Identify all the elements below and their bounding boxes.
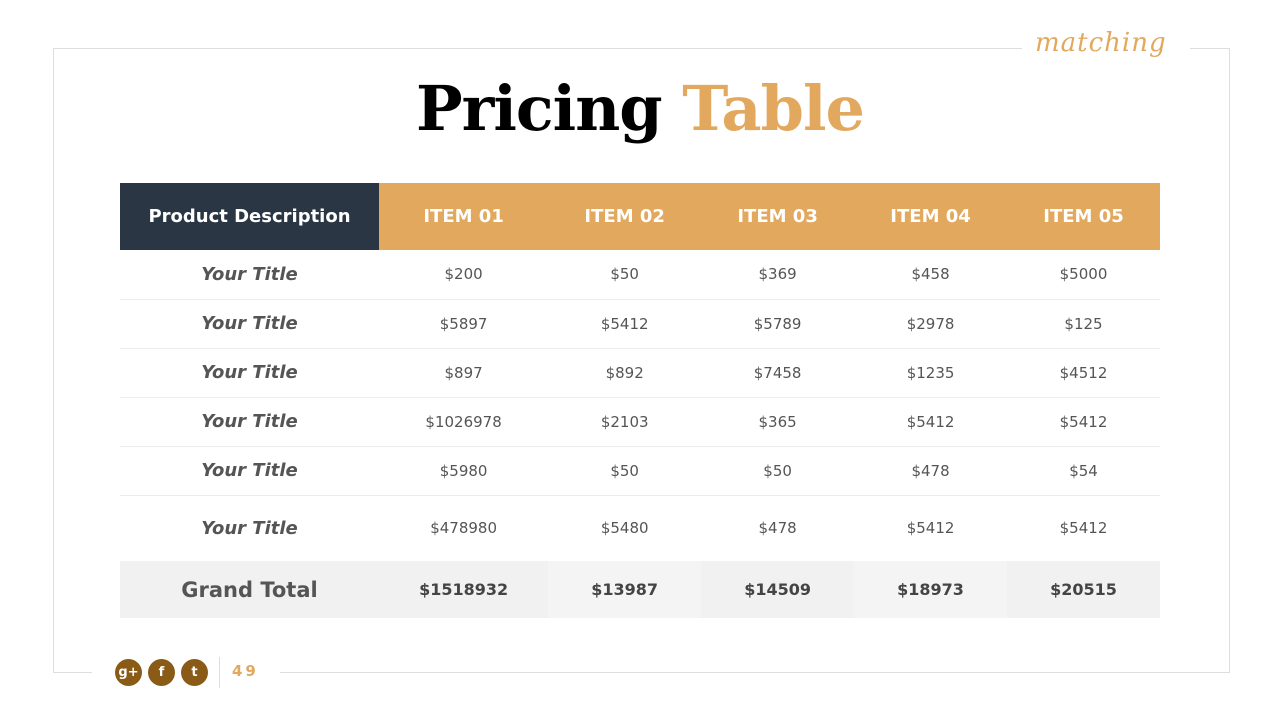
column-header-item: ITEM 05 xyxy=(1007,183,1160,250)
price-cell: $478 xyxy=(854,446,1008,496)
table-row: Your Title $1026978 $2103 $365 $5412 $5412 xyxy=(120,397,1160,447)
price-cell: $50 xyxy=(548,446,702,496)
price-cell: $5412 xyxy=(854,397,1008,447)
price-cell: $7458 xyxy=(701,348,855,398)
page-number: 49 xyxy=(232,662,259,680)
table-row: Your Title $5980 $50 $50 $478 $54 xyxy=(120,446,1160,496)
table-row: Your Title $478980 $5480 $478 $5412 $5412 xyxy=(120,495,1160,561)
title-part-1: Pricing xyxy=(416,72,663,145)
grand-total-row: Grand Total $1518932 $13987 $14509 $18973 $20… xyxy=(120,561,1160,618)
price-cell: $5412 xyxy=(1007,397,1160,447)
price-cell: $5000 xyxy=(1007,250,1160,300)
price-cell: $892 xyxy=(548,348,702,398)
price-cell: $50 xyxy=(701,446,855,496)
row-title: Your Title xyxy=(201,517,298,539)
row-title: Your Title xyxy=(120,397,379,447)
twitter-icon[interactable]: t xyxy=(181,659,208,686)
slide-frame xyxy=(53,48,1230,673)
total-cell: $14509 xyxy=(701,561,855,618)
header-row: Product Description ITEM 01 ITEM 02 ITEM 03… xyxy=(120,183,1160,250)
price-cell: $5412 xyxy=(906,519,955,538)
table-row: Your Title $5897 $5412 $5789 $2978 $125 xyxy=(120,299,1160,349)
column-header-product: Product Description xyxy=(120,183,379,250)
price-cell: $369 xyxy=(701,250,855,300)
price-cell: $458 xyxy=(854,250,1008,300)
pricing-table: Product Description ITEM 01 ITEM 02 ITEM 03… xyxy=(120,183,1160,618)
page-title: Pricing Table xyxy=(0,72,1280,145)
price-cell: $5480 xyxy=(600,519,649,538)
divider xyxy=(219,657,220,688)
price-cell: $200 xyxy=(379,250,549,300)
facebook-icon[interactable]: f xyxy=(148,659,175,686)
price-cell: $50 xyxy=(548,250,702,300)
matching-logo: matching xyxy=(1035,28,1167,58)
price-cell: $5980 xyxy=(379,446,549,496)
total-cell: $20515 xyxy=(1007,561,1160,618)
price-cell: $365 xyxy=(701,397,855,447)
price-cell: $4512 xyxy=(1007,348,1160,398)
price-cell: $5789 xyxy=(701,299,855,349)
price-cell: $5412 xyxy=(548,299,702,349)
price-cell: $2103 xyxy=(548,397,702,447)
total-cell: $18973 xyxy=(854,561,1008,618)
price-cell: $125 xyxy=(1007,299,1160,349)
column-header-item: ITEM 04 xyxy=(854,183,1008,250)
frame-gap xyxy=(1022,40,1190,56)
row-title: Your Title xyxy=(120,250,379,300)
column-header-item: ITEM 02 xyxy=(548,183,702,250)
price-cell: $54 xyxy=(1007,446,1160,496)
price-cell: $5897 xyxy=(379,299,549,349)
total-cell: $13987 xyxy=(548,561,702,618)
column-header-item: ITEM 01 xyxy=(379,183,549,250)
price-cell: $2978 xyxy=(854,299,1008,349)
row-title: Your Title xyxy=(120,446,379,496)
table-row: Your Title $897 $892 $7458 $1235 $4512 xyxy=(120,348,1160,398)
table-row: Your Title $200 $50 $369 $458 $5000 xyxy=(120,250,1160,300)
price-cell: $478980 xyxy=(430,519,497,538)
row-title: Your Title xyxy=(120,299,379,349)
grand-total-label: Grand Total xyxy=(120,561,379,618)
price-cell: $897 xyxy=(379,348,549,398)
title-part-2: Table xyxy=(682,72,865,145)
price-cell: $5412 xyxy=(1059,519,1108,538)
price-cell: $1235 xyxy=(854,348,1008,398)
row-title: Your Title xyxy=(120,348,379,398)
social-links: g+ f t xyxy=(115,659,208,686)
price-cell: $1026978 xyxy=(379,397,549,447)
total-cell: $1518932 xyxy=(379,561,549,618)
column-header-item: ITEM 03 xyxy=(701,183,855,250)
google-plus-icon[interactable]: g+ xyxy=(115,659,142,686)
price-cell: $478 xyxy=(758,519,797,538)
